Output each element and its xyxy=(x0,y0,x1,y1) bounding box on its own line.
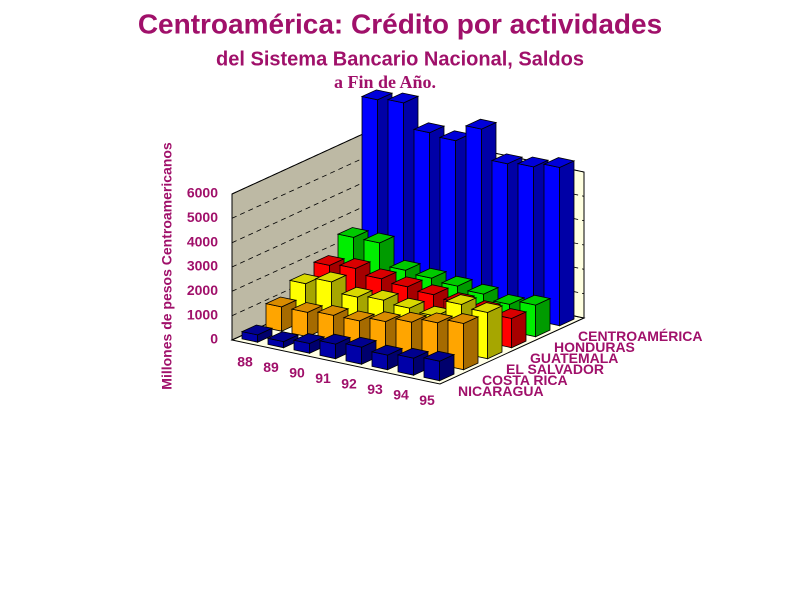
bar-top xyxy=(266,331,300,343)
series-label: COSTA RICA xyxy=(482,372,568,388)
bar-top xyxy=(388,259,422,271)
bar-top xyxy=(338,258,372,269)
bar-top xyxy=(390,276,424,288)
bar-front xyxy=(265,303,283,332)
x-tick-label: 89 xyxy=(263,359,279,375)
bar-top xyxy=(394,311,428,323)
series-label: HONDURAS xyxy=(554,339,635,355)
bar-top xyxy=(392,297,426,309)
bar-top xyxy=(490,153,524,165)
bar-top xyxy=(416,284,450,296)
bar-side xyxy=(487,305,503,360)
bar-top xyxy=(494,308,528,319)
bar-top xyxy=(318,333,352,345)
x-tick-label: 88 xyxy=(237,353,253,369)
bar-top xyxy=(464,118,498,130)
x-tick-label: 91 xyxy=(315,370,331,386)
bar xyxy=(290,302,324,338)
bar-top xyxy=(386,92,420,104)
y-tick-label: 1000 xyxy=(187,306,218,322)
bar-front xyxy=(291,308,309,338)
bar-top xyxy=(420,312,454,324)
bar-top xyxy=(368,311,402,323)
y-tick-label: 4000 xyxy=(187,233,218,249)
chart-title: Centroamérica: Crédito por actividades xyxy=(138,8,662,39)
x-tick-label: 92 xyxy=(341,375,357,391)
bar xyxy=(292,333,326,354)
bar-top xyxy=(466,283,500,295)
bar-front xyxy=(423,357,441,382)
bar-top xyxy=(290,302,324,313)
x-tick-label: 94 xyxy=(393,386,409,402)
bar-top xyxy=(340,286,374,298)
bar-top xyxy=(516,156,550,168)
bar-top xyxy=(440,275,474,287)
bar xyxy=(240,324,274,343)
y-tick-label: 3000 xyxy=(187,258,218,274)
bar xyxy=(542,157,576,327)
y-tick-label: 6000 xyxy=(187,185,218,201)
bar-top xyxy=(444,294,478,305)
x-tick-label: 93 xyxy=(367,381,383,397)
bar-side xyxy=(559,160,575,327)
bar-top xyxy=(314,271,348,283)
y-tick-label: 2000 xyxy=(187,282,218,298)
x-tick-label: 95 xyxy=(419,392,435,408)
bar-top xyxy=(396,347,430,359)
y-axis-label: Millones de pesos Centroamericanos xyxy=(159,142,175,390)
bar-top xyxy=(412,122,446,134)
bar-top xyxy=(518,294,552,306)
chart-subtitle: del Sistema Bancario Nacional, Saldos xyxy=(216,48,584,70)
bar-top xyxy=(414,267,448,279)
y-tick-label: 5000 xyxy=(187,209,218,225)
bar-top xyxy=(360,89,394,101)
bar-top xyxy=(264,296,298,308)
bar-top xyxy=(542,157,576,168)
chart-subtitle: a Fin de Año. xyxy=(334,72,436,92)
y-tick-label: 0 xyxy=(210,331,218,347)
series-label: NICARAGUA xyxy=(458,383,544,399)
bar xyxy=(266,331,300,349)
bar xyxy=(264,296,298,332)
bar-top xyxy=(342,310,376,322)
bar-side xyxy=(463,316,479,371)
bar-top xyxy=(336,227,370,238)
series-label: CENTROAMÉRICA xyxy=(578,328,702,344)
bar-top xyxy=(492,294,526,305)
bar-top xyxy=(446,313,480,324)
bar-top xyxy=(240,324,274,336)
bar xyxy=(370,344,404,371)
x-tick-label: 90 xyxy=(289,364,305,380)
bar-top xyxy=(470,302,504,313)
bar-top xyxy=(364,268,398,280)
bar-top xyxy=(366,289,400,301)
bar-top xyxy=(370,344,404,356)
bar-top xyxy=(292,333,326,344)
bar-top xyxy=(362,232,396,244)
bar-top xyxy=(316,305,350,316)
series-label: GUATEMALA xyxy=(530,350,618,366)
bar-top xyxy=(422,350,456,362)
bar xyxy=(422,350,456,382)
bar-top xyxy=(312,255,346,266)
bar-top xyxy=(344,336,378,348)
series-label: EL SALVADOR xyxy=(506,361,604,377)
